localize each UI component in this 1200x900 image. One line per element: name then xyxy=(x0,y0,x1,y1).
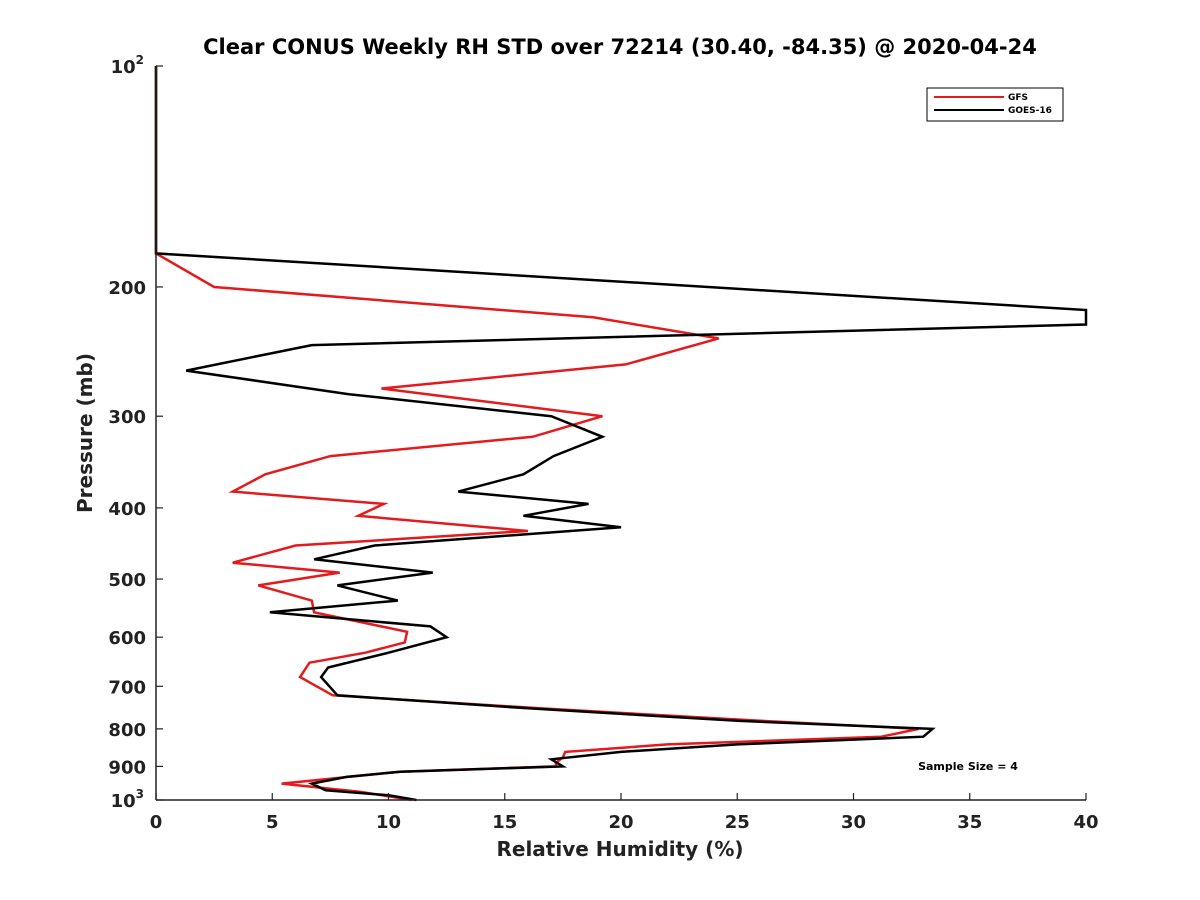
x-tick-label: 0 xyxy=(150,812,163,833)
x-tick-label: 40 xyxy=(1073,812,1098,833)
y-tick-label: 900 xyxy=(108,757,146,778)
x-tick-label: 35 xyxy=(957,812,982,833)
y-tick-label: 800 xyxy=(108,720,146,741)
y-axis-label: Pressure (mb) xyxy=(73,353,97,513)
chart-title: Clear CONUS Weekly RH STD over 72214 (30… xyxy=(203,35,1037,59)
x-tick-label: 10 xyxy=(376,812,401,833)
x-tick-label: 15 xyxy=(492,812,517,833)
series-layer xyxy=(154,66,1088,802)
y-ticks: 102 200 300 400 500 600 700 800 900 103 xyxy=(108,53,163,812)
y-tick-label: 102 xyxy=(111,53,144,78)
x-tick-label: 25 xyxy=(725,812,750,833)
legend-label-gfs: GFS xyxy=(1008,93,1028,103)
y-tick-label: 200 xyxy=(108,278,146,299)
x-tick-label: 30 xyxy=(841,812,866,833)
legend-label-goes-16: GOES-16 xyxy=(1008,106,1052,116)
y-tick-label: 500 xyxy=(108,570,146,591)
legend: GFS GOES-16 xyxy=(926,87,1064,122)
x-axis-label: Relative Humidity (%) xyxy=(496,837,743,861)
series-line-gfs xyxy=(154,66,919,802)
y-tick-label: 400 xyxy=(108,499,146,520)
legend-box xyxy=(926,87,1064,122)
y-tick-label: 600 xyxy=(108,628,146,649)
sample-size-annotation: Sample Size = 4 xyxy=(918,760,1018,773)
y-tick-label: 700 xyxy=(108,677,146,698)
series-line-goes-16 xyxy=(154,66,1088,802)
x-ticks: 0 5 10 15 20 25 30 35 40 xyxy=(150,793,1099,833)
x-tick-label: 5 xyxy=(266,812,279,833)
y-tick-label: 103 xyxy=(111,787,144,812)
y-tick-label: 300 xyxy=(108,407,146,428)
x-tick-label: 20 xyxy=(608,812,633,833)
plot-area xyxy=(156,66,1086,800)
